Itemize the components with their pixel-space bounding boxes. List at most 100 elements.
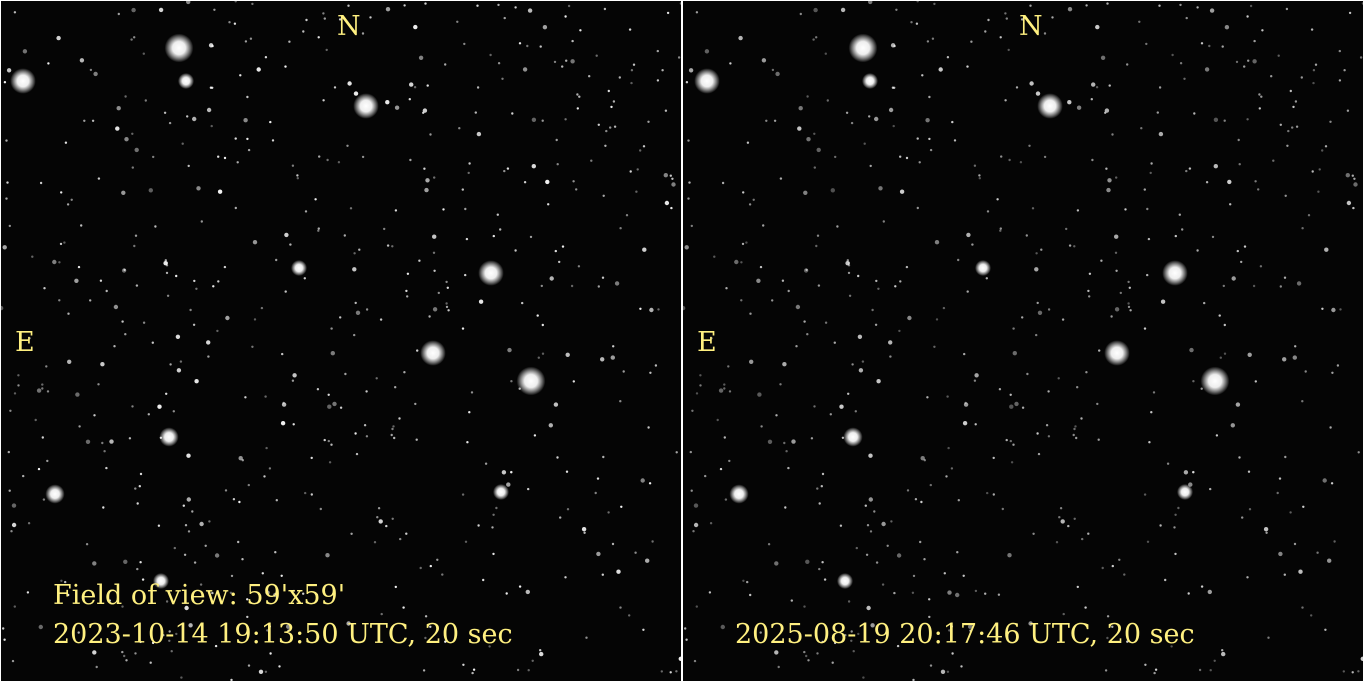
star <box>58 299 61 302</box>
star <box>34 418 37 422</box>
star <box>899 280 902 283</box>
star <box>1040 248 1043 251</box>
star <box>699 384 702 387</box>
star <box>875 561 879 564</box>
star <box>123 559 128 564</box>
star <box>499 228 502 231</box>
star <box>1192 380 1195 383</box>
star <box>1183 470 1189 475</box>
star <box>139 640 142 644</box>
star <box>253 318 257 321</box>
bright-star <box>694 68 720 94</box>
star <box>539 649 542 652</box>
star <box>858 368 864 373</box>
star <box>968 624 973 629</box>
star <box>704 474 707 478</box>
star <box>326 158 329 162</box>
star <box>929 664 933 667</box>
star <box>846 259 849 262</box>
star <box>175 334 181 339</box>
star <box>957 258 960 262</box>
star <box>39 181 43 185</box>
star <box>749 593 752 597</box>
star <box>1231 276 1236 281</box>
star <box>461 493 465 496</box>
star <box>693 503 699 508</box>
star <box>603 7 607 11</box>
star <box>831 661 834 664</box>
star <box>514 6 517 9</box>
star <box>760 425 763 428</box>
star <box>1146 207 1149 211</box>
star <box>857 274 860 278</box>
star <box>78 425 81 428</box>
star <box>361 32 365 35</box>
star <box>184 524 188 527</box>
star <box>1173 526 1176 529</box>
star <box>232 498 236 501</box>
star <box>620 505 623 508</box>
star <box>767 439 773 444</box>
star <box>246 615 249 619</box>
star <box>896 644 900 648</box>
star <box>511 112 514 115</box>
star <box>890 520 893 523</box>
star <box>803 605 806 608</box>
star <box>121 650 124 654</box>
star <box>1174 513 1177 516</box>
star <box>1111 625 1114 628</box>
star <box>492 234 495 238</box>
star <box>833 641 837 645</box>
star <box>316 388 320 391</box>
east-label: E <box>697 327 717 358</box>
star <box>354 432 357 435</box>
star <box>609 126 612 129</box>
star <box>1000 155 1003 158</box>
star <box>13 392 17 395</box>
star <box>1284 194 1287 197</box>
star <box>912 574 916 578</box>
star <box>109 439 114 444</box>
star <box>1235 402 1241 407</box>
star <box>1357 670 1360 673</box>
star <box>527 8 533 13</box>
star <box>392 425 395 428</box>
star <box>607 511 610 514</box>
star <box>409 82 414 87</box>
star <box>564 576 567 579</box>
star <box>721 181 725 185</box>
star <box>791 439 796 444</box>
star <box>767 543 771 546</box>
star <box>327 439 330 443</box>
star <box>1353 177 1356 180</box>
star <box>971 243 974 246</box>
star <box>378 519 383 524</box>
star <box>281 402 287 407</box>
star <box>522 67 528 72</box>
star <box>1143 327 1147 330</box>
star <box>787 289 790 293</box>
star <box>953 139 957 142</box>
star <box>41 387 44 390</box>
star <box>757 392 762 397</box>
star <box>713 255 716 258</box>
star <box>170 650 173 653</box>
star <box>67 593 70 597</box>
star <box>516 668 520 672</box>
star <box>134 487 137 490</box>
star <box>168 121 172 125</box>
star <box>1270 75 1273 78</box>
star <box>878 186 883 191</box>
star <box>1193 112 1196 115</box>
star <box>781 279 785 282</box>
star <box>1296 281 1302 286</box>
star <box>1252 59 1257 64</box>
star <box>217 155 220 158</box>
star <box>108 599 112 602</box>
star <box>1143 493 1147 496</box>
star <box>59 242 63 246</box>
star <box>101 441 104 445</box>
star <box>795 345 798 348</box>
star <box>895 8 898 11</box>
star <box>1164 578 1167 582</box>
